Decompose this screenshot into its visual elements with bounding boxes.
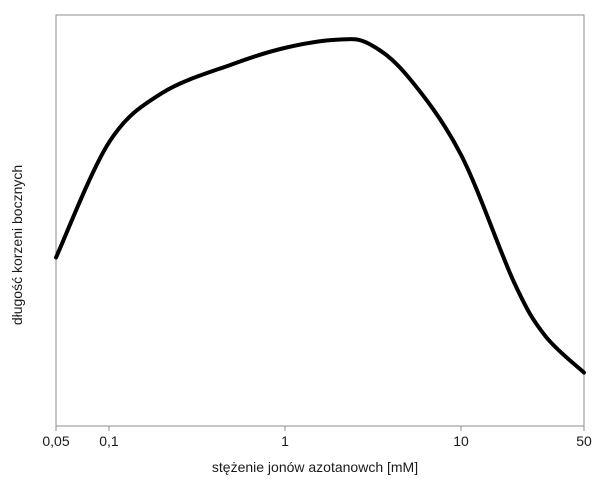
x-axis-ticks [55,426,585,431]
x-tick-label: 10 [453,433,469,449]
x-axis-title: stężenie jonów azotanowch [mM] [212,459,418,475]
x-axis-tick-labels: 0,05 0,1 1 10 50 [42,433,592,449]
x-tick-label: 1 [281,433,289,449]
x-tick-label: 0,1 [99,433,119,449]
x-tick-label: 0,05 [42,433,69,449]
series-line [54,37,586,375]
plot-area [55,14,585,427]
y-axis-title: długość korzeni bocznych [9,165,25,325]
x-tick-label: 50 [576,433,592,449]
